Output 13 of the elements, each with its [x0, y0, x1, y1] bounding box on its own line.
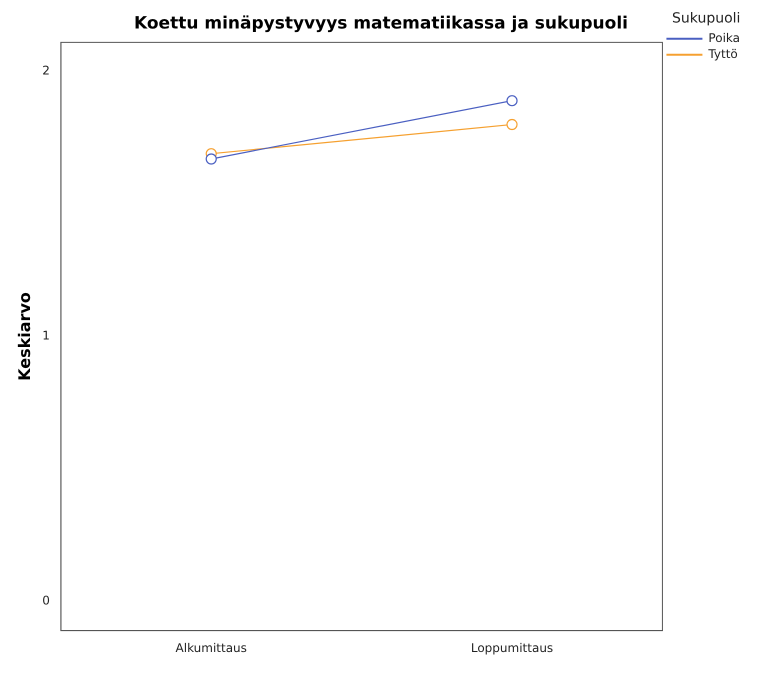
point [506, 95, 518, 106]
y-axis-title: Keskiarvo [14, 292, 34, 381]
x-tick-label: Alkumittaus [176, 640, 247, 655]
legend-label: Poika [708, 30, 740, 45]
y-tick-label: 2 [42, 64, 50, 78]
legend-title: Sukupuoli [672, 10, 740, 27]
x-tick-label: Loppumittaus [470, 640, 554, 655]
y-tick-label: 0 [42, 594, 50, 608]
legend-label: Tyttö [707, 46, 738, 61]
point [506, 118, 518, 130]
y-tick-label: 1 [42, 328, 50, 343]
chart-title: Koettu minäpystyvyys matematiikassa ja sukupuoli [134, 14, 628, 34]
point [206, 153, 217, 165]
